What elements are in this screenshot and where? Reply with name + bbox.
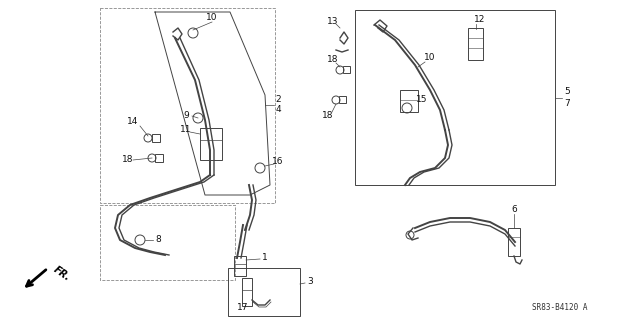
Bar: [234, 256, 246, 276]
Text: 4: 4: [275, 106, 281, 115]
Text: 16: 16: [272, 157, 284, 166]
Text: SR83-B4120 A: SR83-B4120 A: [532, 303, 588, 313]
Text: 14: 14: [127, 117, 139, 126]
Text: 18: 18: [327, 55, 339, 65]
Text: 11: 11: [180, 125, 192, 134]
Bar: [339, 96, 346, 103]
Bar: [343, 66, 350, 73]
Text: 3: 3: [307, 277, 313, 286]
Text: 17: 17: [237, 302, 249, 311]
Bar: [228, 268, 300, 316]
Text: 10: 10: [206, 13, 218, 22]
Text: 5: 5: [564, 87, 570, 97]
Bar: [242, 278, 252, 306]
Bar: [508, 228, 520, 256]
Bar: [400, 90, 418, 112]
Text: 18: 18: [323, 110, 333, 119]
Bar: [468, 28, 483, 60]
Text: 6: 6: [511, 205, 517, 214]
Bar: [155, 154, 163, 162]
Text: 7: 7: [564, 100, 570, 108]
Bar: [100, 205, 235, 280]
Text: 2: 2: [275, 95, 281, 105]
Text: 18: 18: [122, 156, 134, 164]
Text: 8: 8: [155, 236, 161, 244]
Bar: [355, 10, 555, 185]
Bar: [100, 8, 275, 203]
Text: 10: 10: [424, 53, 436, 62]
Text: 15: 15: [416, 95, 428, 105]
Bar: [200, 128, 222, 160]
Bar: [152, 134, 160, 142]
Text: 12: 12: [474, 15, 486, 25]
Text: FR.: FR.: [52, 265, 72, 283]
Text: 1: 1: [262, 253, 268, 262]
Text: 9: 9: [183, 110, 189, 119]
Text: 13: 13: [327, 18, 339, 27]
